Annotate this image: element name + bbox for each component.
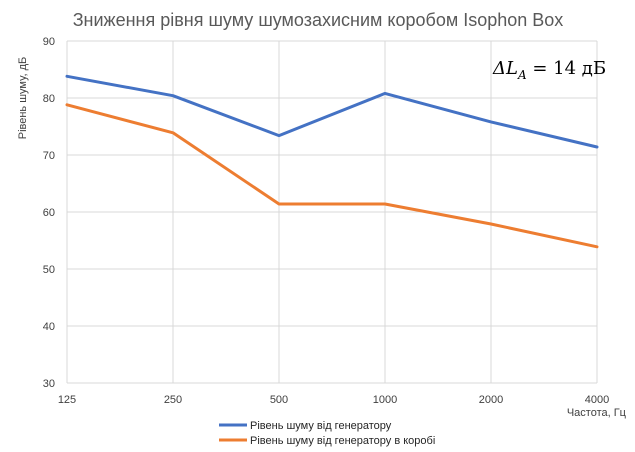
legend-label-1: Рівень шуму від генератору bbox=[250, 420, 392, 432]
y-tick-label: 40 bbox=[43, 321, 55, 333]
x-tick-labels: 125 250 500 1000 2000 4000 bbox=[58, 394, 609, 406]
x-tick-label: 125 bbox=[58, 394, 76, 406]
y-axis-label: Рівень шуму, дБ bbox=[17, 57, 29, 140]
y-tick-labels: 30 40 50 60 70 80 90 bbox=[43, 36, 55, 390]
y-tick-label: 90 bbox=[43, 36, 55, 48]
y-tick-label: 80 bbox=[43, 93, 55, 105]
x-tick-label: 1000 bbox=[373, 394, 397, 406]
x-tick-label: 500 bbox=[270, 394, 288, 406]
y-tick-label: 50 bbox=[43, 264, 55, 276]
x-axis-label: Частота, Гц bbox=[567, 407, 627, 419]
gridlines bbox=[66, 40, 598, 384]
annotation-delta: ΔL bbox=[492, 58, 518, 79]
annotation-subscript: A bbox=[517, 68, 527, 82]
x-tick-label: 2000 bbox=[479, 394, 503, 406]
legend: Рівень шуму від генератору Рівень шуму ві… bbox=[219, 420, 435, 447]
y-tick-label: 30 bbox=[43, 378, 55, 390]
y-tick-label: 60 bbox=[43, 207, 55, 219]
x-tick-label: 250 bbox=[164, 394, 182, 406]
x-tick-label: 4000 bbox=[585, 394, 609, 406]
delta-annotation: ΔLA = 14 дБ bbox=[492, 58, 606, 82]
series-line-2 bbox=[65, 103, 599, 249]
annotation-rest: = 14 дБ bbox=[527, 58, 606, 79]
legend-label-2: Рівень шуму від генератору в коробі bbox=[250, 435, 435, 447]
series-lines bbox=[65, 74, 599, 249]
series-line-1 bbox=[65, 74, 599, 149]
y-tick-label: 70 bbox=[43, 150, 55, 162]
chart-title: Зниження рівня шуму шумозахисним коробом… bbox=[73, 10, 564, 30]
